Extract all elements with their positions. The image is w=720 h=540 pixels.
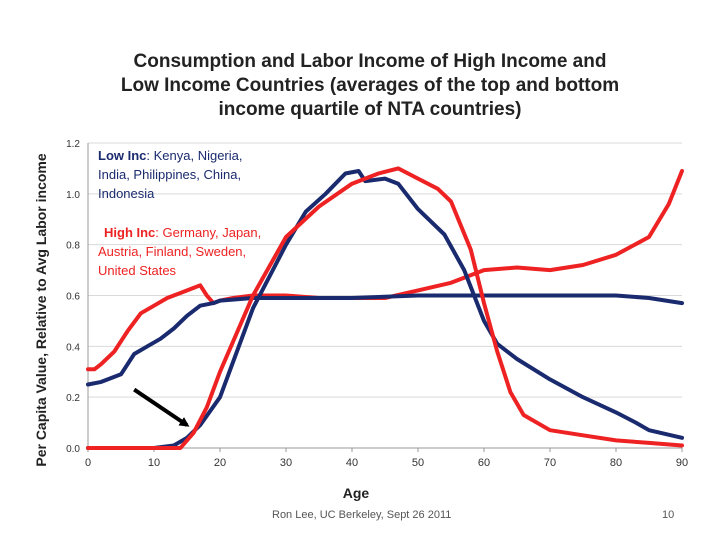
x-tick-label: 80 <box>610 457 622 469</box>
series-line-lo_consumption <box>86 293 684 387</box>
x-axis-label: Age <box>343 485 370 501</box>
title-line-1: Consumption and Labor Income of High Inc… <box>133 51 607 72</box>
title-line-3: income quartile of NTA countries) <box>218 99 522 120</box>
y-tick-label: 0.8 <box>66 241 80 252</box>
axes <box>87 143 682 449</box>
annotation-high-income-label: High Inc <box>104 225 155 240</box>
x-tick-label: 90 <box>676 457 688 469</box>
annotation-low-income: Low Inc: Kenya, Nigeria, India, Philippi… <box>98 148 243 201</box>
y-tick-label: 0.2 <box>66 393 80 404</box>
x-tick-label: 70 <box>544 457 556 469</box>
series-lines <box>86 166 684 450</box>
chart-title: Consumption and Labor Income of High Inc… <box>60 50 680 122</box>
series-line-lo_labor <box>86 169 684 450</box>
y-tick-label: 0.6 <box>66 292 80 303</box>
annotation-low-income-label: Low Inc <box>98 148 146 163</box>
annotation-low-income-text: : Kenya, Nigeria, <box>146 148 242 163</box>
title-line-2: Low Income Countries (averages of the to… <box>120 75 620 96</box>
y-tick-labels: 0.0 0.2 0.4 0.6 0.8 1.0 1.2 <box>66 139 80 455</box>
series-line-hi_labor <box>86 166 684 450</box>
x-tick-label: 0 <box>85 457 91 469</box>
pointer-arrow <box>133 387 190 427</box>
svg-text:High Inc: Germany, Japan,: High Inc: Germany, Japan, <box>104 225 261 240</box>
svg-text:India, Philippines, China,: India, Philippines, China, <box>98 167 241 182</box>
y-tick-label: 1.2 <box>66 139 80 150</box>
annotation-high-income: High Inc: Germany, Japan, Austria, Finla… <box>98 225 261 278</box>
grid <box>88 142 682 398</box>
x-tick-label: 40 <box>346 457 358 469</box>
x-tick-label: 20 <box>214 457 226 469</box>
series-line-hi_consumption <box>86 169 684 372</box>
page-number: 10 <box>662 509 675 521</box>
x-tick-label: 30 <box>280 457 292 469</box>
y-tick-label: 0.0 <box>66 444 80 455</box>
y-tick-label: 0.4 <box>66 342 80 353</box>
x-tick-label: 10 <box>148 457 160 469</box>
y-axis-label: Per Capita Value, Relative to Avg Labor … <box>33 153 49 466</box>
svg-text:Austria, Finland, Sweden,: Austria, Finland, Sweden, <box>98 244 246 259</box>
footer-credit: Ron Lee, UC Berkeley, Sept 26 2011 <box>272 509 452 521</box>
annotation-high-income-text: : Germany, Japan, <box>155 225 261 240</box>
x-tick-label: 60 <box>478 457 490 469</box>
y-tick-label: 1.0 <box>66 190 80 201</box>
svg-text:Indonesia: Indonesia <box>98 186 155 201</box>
x-tick-label: 50 <box>412 457 424 469</box>
svg-text:Low Inc: Kenya, Nigeria,: Low Inc: Kenya, Nigeria, <box>98 148 243 163</box>
svg-text:United States: United States <box>98 263 177 278</box>
x-tick-labels: 0 10 20 30 40 50 60 70 80 90 <box>85 448 688 469</box>
